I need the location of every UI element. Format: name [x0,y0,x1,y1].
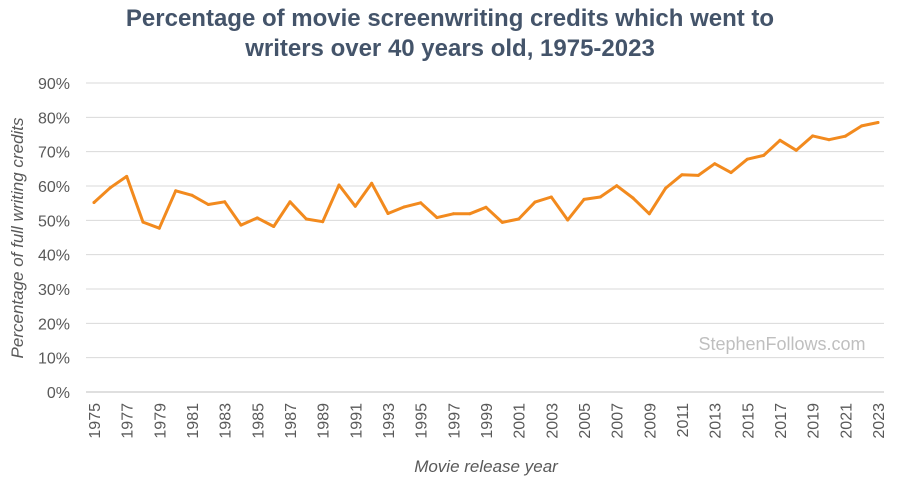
series-layer [92,121,880,230]
data-point [762,153,766,157]
y-tick-label: 80% [38,110,70,127]
data-point [255,216,259,220]
data-point [794,148,798,152]
x-tick-label: 1989 [316,403,333,439]
x-tick-label: 1987 [283,403,300,439]
data-point [582,197,586,201]
data-point [435,216,439,220]
data-point [141,220,145,224]
y-tick-label: 0% [47,385,70,402]
data-point [713,162,717,166]
x-tick-label: 2023 [871,403,888,439]
x-tick-label: 1985 [250,403,267,439]
data-point [729,171,733,175]
x-tick-label: 1979 [152,403,169,439]
data-point [745,157,749,161]
chart-title-line-1: Percentage of movie screenwriting credit… [126,5,774,32]
x-tick-label: 2009 [642,403,659,439]
data-point [566,218,570,222]
data-point [484,205,488,209]
data-point [223,200,227,204]
data-point [239,223,243,227]
data-point [304,217,308,221]
y-tick-label: 10% [38,351,70,368]
data-point [272,225,276,228]
x-tick-label: 2021 [838,403,855,439]
data-point [517,217,521,221]
data-point [680,173,684,177]
data-point [615,184,619,188]
x-tick-label: 1993 [381,403,398,439]
chart-title: Percentage of movie screenwriting credit… [126,5,774,62]
gridlines [86,82,884,393]
y-axis-ticks: 0% 10% 20% 30% 40% 50% 60% 70% 80% 90% [38,76,70,402]
data-point [843,134,847,138]
x-tick-label: 2017 [773,403,790,439]
data-point [696,173,700,177]
x-tick-label: 1975 [87,403,104,439]
x-tick-label: 2001 [512,403,529,439]
data-point [337,183,341,187]
y-tick-label: 60% [38,179,70,196]
data-point [92,201,96,204]
y-tick-label: 30% [38,282,70,299]
x-tick-label: 1983 [218,403,235,439]
y-tick-label: 50% [38,213,70,230]
data-point [174,189,178,193]
data-point [190,193,194,197]
y-tick-label: 40% [38,248,70,265]
x-tick-label: 1997 [446,403,463,439]
data-point [811,134,815,138]
data-point [321,220,325,224]
data-point [419,201,423,205]
chart-title-line-2: writers over 40 years old, 1975-2023 [244,35,655,62]
data-point [664,186,668,190]
series-line [92,121,880,230]
data-point [500,220,504,224]
y-tick-label: 20% [38,316,70,333]
x-tick-label: 1999 [479,403,496,439]
data-point [860,124,864,128]
x-tick-label: 2007 [610,403,627,439]
data-point [876,121,880,124]
x-tick-label: 2019 [806,403,823,439]
data-point [778,138,782,142]
data-point [468,212,472,216]
data-point [108,186,112,190]
x-tick-label: 2015 [740,403,757,439]
data-point [353,204,357,208]
data-point [549,195,553,199]
data-point [288,200,292,204]
x-tick-label: 1991 [348,403,365,439]
x-tick-label: 2013 [708,403,725,439]
y-tick-label: 70% [38,145,70,162]
data-point [827,138,831,142]
data-point [647,212,651,216]
data-point [370,181,374,185]
x-tick-label: 2011 [675,403,692,438]
x-tick-label: 1981 [185,403,202,439]
data-point [598,195,602,199]
x-axis-ticks: 1975 1977 1979 1981 1983 1985 1987 1989 1991 1993… [87,403,888,439]
x-tick-label: 1977 [120,403,137,439]
data-point [386,212,390,215]
data-point [451,212,455,216]
data-point [157,226,161,230]
watermark: StephenFollows.com [698,334,865,354]
x-tick-label: 2005 [577,403,594,439]
x-tick-label: 2003 [544,403,561,439]
data-point [631,196,635,200]
y-axis-label: Percentage of full writing credits [8,117,27,358]
data-point [533,200,537,204]
data-point [402,205,406,209]
data-point [125,174,129,178]
x-tick-label: 1995 [414,403,431,439]
y-tick-label: 90% [38,76,70,93]
x-axis-label: Movie release year [414,457,559,476]
data-point [206,203,210,206]
